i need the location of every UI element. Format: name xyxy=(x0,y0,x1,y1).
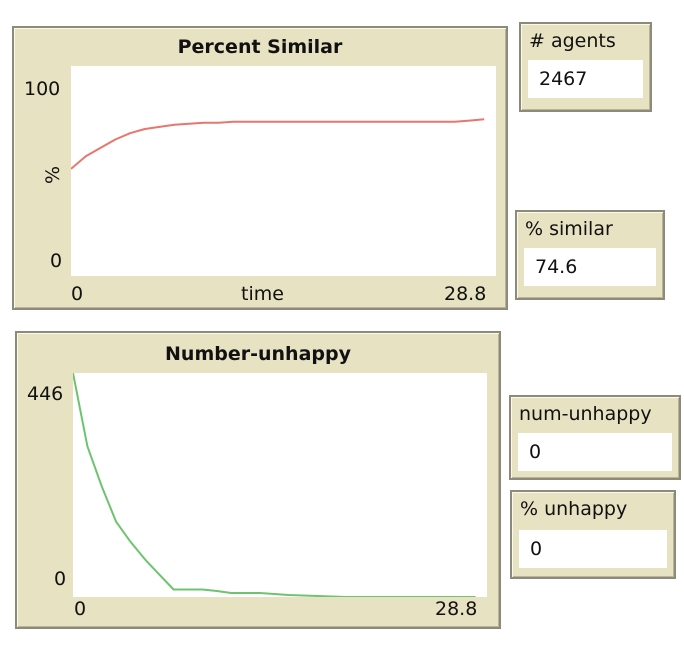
x-axis-max-label: 28.8 xyxy=(444,283,487,305)
x-axis-min-label: 0 xyxy=(74,598,87,620)
series-line xyxy=(73,373,476,597)
percent-similar-monitor: % similar 74.6 xyxy=(515,210,665,300)
plot-title: Number-unhappy xyxy=(165,343,351,365)
monitor-label: # agents xyxy=(529,30,616,52)
monitor-label: % similar xyxy=(525,218,613,240)
x-axis-max-label: 28.8 xyxy=(435,598,478,620)
percent-similar-plot: Percent Similar 100 % 0 0 time 28.8 xyxy=(12,26,508,310)
x-axis-label: time xyxy=(241,283,284,305)
monitor-label: % unhappy xyxy=(520,498,628,520)
y-axis-min-label: 0 xyxy=(54,568,67,590)
y-axis-label: % xyxy=(42,165,65,185)
monitor-value: 0 xyxy=(518,433,672,471)
percent-unhappy-monitor: % unhappy 0 xyxy=(510,490,676,579)
plot-canvas xyxy=(71,118,485,170)
agents-monitor: # agents 2467 xyxy=(519,22,652,112)
monitor-label: num-unhappy xyxy=(519,403,652,425)
y-axis-min-label: 0 xyxy=(50,250,63,272)
number-unhappy-plot: Number-unhappy 446 0 0 28.8 xyxy=(15,331,501,629)
y-axis-max-label: 446 xyxy=(27,383,64,405)
series-line xyxy=(71,118,485,170)
plot-area xyxy=(73,373,487,597)
monitor-value: 2467 xyxy=(528,60,643,98)
x-axis-min-label: 0 xyxy=(71,283,84,305)
y-axis-max-label: 100 xyxy=(24,78,61,100)
monitor-value: 0 xyxy=(519,530,667,568)
plot-area xyxy=(71,66,496,276)
monitor-value: 74.6 xyxy=(524,248,656,286)
num-unhappy-monitor: num-unhappy 0 xyxy=(509,395,681,480)
plot-canvas xyxy=(73,373,476,597)
plot-title: Percent Similar xyxy=(177,36,343,58)
